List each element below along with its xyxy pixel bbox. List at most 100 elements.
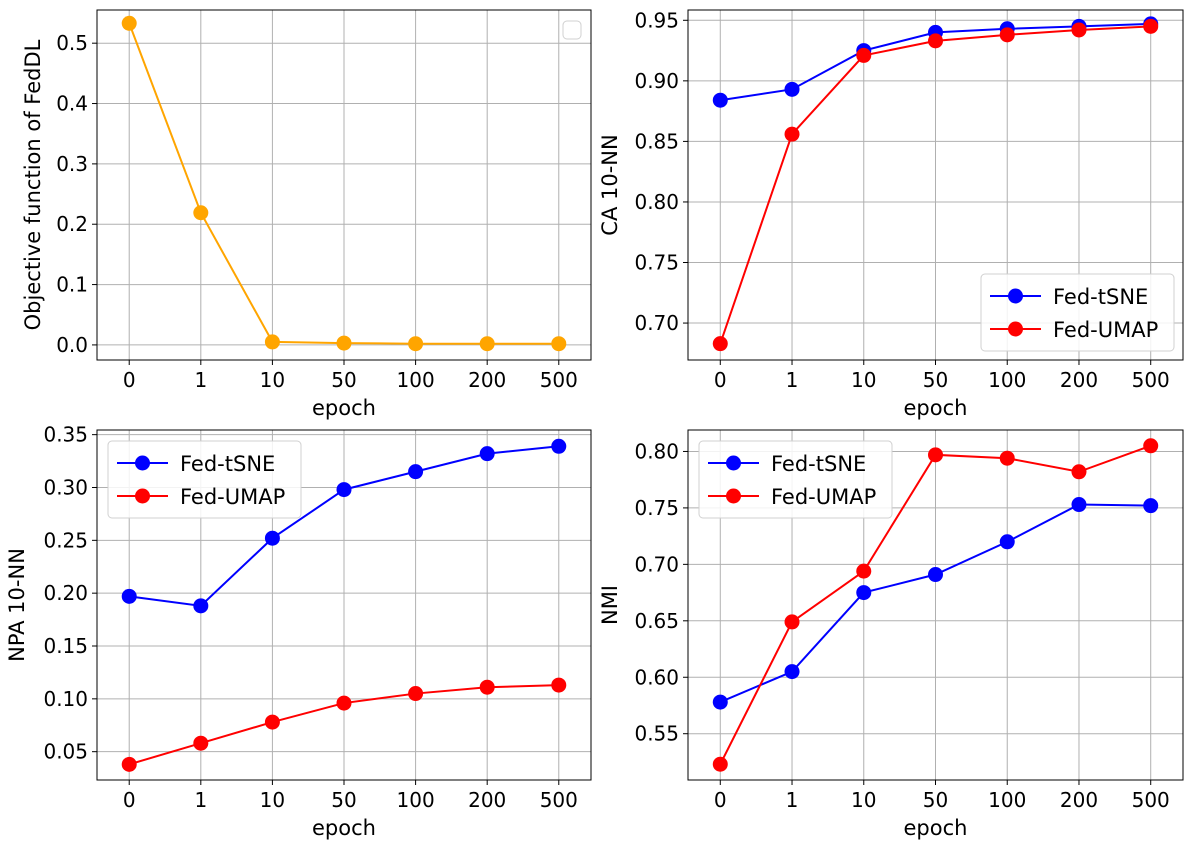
y-tick-label: 0.2 <box>56 212 88 236</box>
x-axis-label: epoch <box>904 396 968 420</box>
chart-panel-2: 0 1 10 50 100 200 500 0.70 0.75 0.80 0.85 0.90 0.95 e… <box>598 8 1184 420</box>
x-tick-label: 1 <box>194 368 207 392</box>
y-tick-label: 0.90 <box>634 69 679 93</box>
y-tick-label: 0.70 <box>634 311 679 335</box>
legend-label: Fed-UMAP <box>1053 318 1158 342</box>
y-axis-label: CA 10-NN <box>598 134 622 235</box>
legend-box <box>562 20 582 40</box>
x-axis-label: epoch <box>312 816 376 840</box>
x-tick-label: 1 <box>786 788 799 812</box>
legend-label: Fed-tSNE <box>1053 285 1148 309</box>
y-tick-label: 0.10 <box>43 687 88 711</box>
data-point <box>193 205 209 221</box>
x-tick-label: 500 <box>540 788 578 812</box>
data-point <box>121 15 137 31</box>
x-tick-label: 0 <box>714 368 727 392</box>
y-tick-label: 0.20 <box>43 581 88 605</box>
x-tick-label: 200 <box>1060 788 1098 812</box>
data-point <box>856 585 872 601</box>
y-tick-label: 0.35 <box>43 423 88 447</box>
y-tick-label: 0.55 <box>634 722 679 746</box>
y-tick-label: 0.95 <box>634 8 679 32</box>
data-point <box>1143 498 1159 514</box>
data-point <box>784 126 800 142</box>
x-tick-label: 200 <box>468 788 506 812</box>
legend-label: Fed-tSNE <box>180 452 275 476</box>
data-point <box>999 534 1015 550</box>
y-tick-label: 0.60 <box>634 665 679 689</box>
y-tick-label: 0.0 <box>56 333 88 357</box>
x-tick-label: 10 <box>260 368 285 392</box>
data-point <box>551 677 567 693</box>
legend: Fed-tSNE Fed-UMAP <box>698 440 893 519</box>
data-point <box>336 695 352 711</box>
x-tick-label: 1 <box>786 368 799 392</box>
x-axis-label: epoch <box>904 816 968 840</box>
y-tick-label: 0.70 <box>634 552 679 576</box>
data-point <box>121 756 137 772</box>
legend-label: Fed-tSNE <box>771 452 866 476</box>
y-tick-label: 0.05 <box>43 740 88 764</box>
x-tick-label: 10 <box>851 788 876 812</box>
data-point <box>784 614 800 630</box>
y-tick-label: 0.5 <box>56 31 88 55</box>
x-tick-label: 100 <box>988 788 1026 812</box>
chart-panel-4: 0 1 10 50 100 200 500 0.55 0.60 0.65 0.70 0.75 0.80 e… <box>598 429 1184 840</box>
legend: Fed-tSNE Fed-UMAP <box>107 440 302 519</box>
data-point <box>712 92 728 108</box>
x-tick-label: 10 <box>851 368 876 392</box>
legend-marker <box>135 455 150 471</box>
legend-box <box>980 273 1175 352</box>
series-fed-tsne <box>121 438 567 614</box>
x-tick-label: 50 <box>923 788 948 812</box>
plot-frame <box>96 429 592 781</box>
x-tick-label: 100 <box>397 788 435 812</box>
y-tick-label: 0.85 <box>634 129 679 153</box>
data-point <box>928 447 943 463</box>
data-point <box>856 563 872 579</box>
y-axis-label: NPA 10-NN <box>5 548 29 662</box>
x-tick-label: 0 <box>123 368 136 392</box>
series-fed-umap <box>121 677 567 772</box>
legend <box>562 20 582 40</box>
y-tick-label: 0.75 <box>634 251 679 275</box>
series-objective <box>121 15 567 352</box>
chart-panel-3: 0 1 10 50 100 200 500 0.05 0.10 0.15 0.20 0.25 0.30 0… <box>5 423 592 840</box>
data-point <box>784 81 800 97</box>
data-point <box>479 336 495 352</box>
data-point <box>712 694 728 710</box>
y-tick-label: 0.80 <box>634 439 679 463</box>
data-point <box>193 735 209 751</box>
data-point <box>336 482 352 498</box>
data-point <box>264 714 280 730</box>
data-point <box>408 686 424 702</box>
data-point <box>479 446 495 462</box>
legend-label: Fed-UMAP <box>771 485 876 509</box>
x-tick-label: 100 <box>397 368 435 392</box>
plot-frame <box>96 9 592 361</box>
x-tick-label: 50 <box>331 368 356 392</box>
x-tick-label: 100 <box>988 368 1026 392</box>
data-point <box>999 450 1015 466</box>
data-point <box>1071 497 1087 513</box>
data-point <box>856 47 872 63</box>
plot-frame <box>687 429 1184 781</box>
data-point <box>928 567 943 583</box>
y-axis-label: Objective function of FedDL <box>21 39 45 330</box>
y-tick-label: 0.80 <box>634 190 679 214</box>
data-point <box>336 335 352 351</box>
x-axis-label: epoch <box>312 396 376 420</box>
x-tick-label: 50 <box>331 788 356 812</box>
data-point <box>1071 464 1087 480</box>
y-axis-label: NMI <box>598 585 622 625</box>
y-tick-label: 0.3 <box>56 152 88 176</box>
data-point <box>264 530 280 546</box>
data-point <box>784 664 800 680</box>
data-point <box>712 756 728 772</box>
data-point <box>264 334 280 350</box>
x-tick-label: 200 <box>468 368 506 392</box>
data-point <box>712 336 728 352</box>
x-tick-label: 500 <box>540 368 578 392</box>
x-tick-label: 200 <box>1060 368 1098 392</box>
